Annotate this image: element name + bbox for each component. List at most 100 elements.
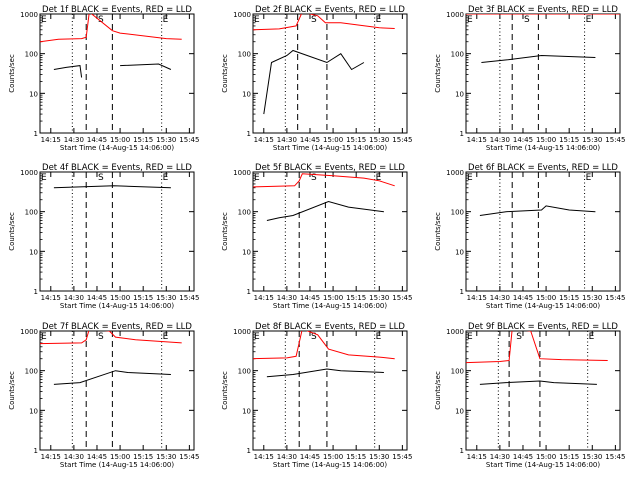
marker-label: S — [516, 332, 522, 342]
y-tick-label: 100 — [25, 51, 38, 59]
x-tick-label: 14:15 — [254, 453, 274, 461]
x-axis-label: Start Time (14-Aug-15 14:06:00) — [273, 144, 387, 152]
y-axis-label: Counts/sec — [8, 54, 16, 93]
chart-panel-2: Det 2f BLACK = Events, RED = LLD Counts/s… — [221, 5, 412, 152]
y-tick-label: 1000 — [20, 328, 38, 336]
y-tick-label: 1 — [34, 447, 38, 455]
x-axis-label: Start Time (14-Aug-15 14:06:00) — [273, 461, 387, 469]
y-tick-label: 100 — [25, 368, 38, 376]
x-tick-label: 14:30 — [64, 136, 84, 144]
y-tick-label: 1 — [460, 130, 464, 138]
x-tick-label: 15:00 — [536, 453, 556, 461]
marker-label: E — [467, 332, 473, 342]
series-line-black — [479, 205, 596, 216]
plot-frame — [252, 13, 408, 134]
x-tick-label: 14:45 — [513, 453, 533, 461]
series-line-black — [53, 370, 171, 385]
x-tick-label: 15:30 — [582, 453, 602, 461]
x-tick-label: 15:45 — [179, 453, 199, 461]
y-tick-label: 10 — [29, 248, 38, 256]
y-axis-label: Counts/sec — [434, 212, 442, 251]
x-axis-label: Start Time (14-Aug-15 14:06:00) — [486, 461, 600, 469]
y-tick-label: 1 — [247, 130, 251, 138]
chart-title: Det 3f BLACK = Events, RED = LLD — [468, 5, 618, 15]
y-tick-label: 100 — [238, 368, 251, 376]
marker-label: E — [376, 15, 382, 25]
x-tick-label: 15:00 — [536, 294, 556, 302]
y-tick-label: 1000 — [20, 169, 38, 177]
x-axis-label: Start Time (14-Aug-15 14:06:00) — [60, 461, 174, 469]
y-axis-label: Counts/sec — [221, 54, 229, 93]
series-line-black — [266, 200, 384, 221]
plot-frame — [465, 330, 621, 451]
marker-label: S — [311, 173, 317, 183]
x-tick-label: 15:30 — [582, 136, 602, 144]
x-tick-label: 15:45 — [179, 294, 199, 302]
x-tick-label: 14:15 — [254, 136, 274, 144]
y-tick-label: 10 — [455, 407, 464, 415]
marker-label: E — [376, 173, 382, 183]
x-axis-label: Start Time (14-Aug-15 14:06:00) — [60, 302, 174, 310]
x-tick-label: 15:15 — [559, 294, 579, 302]
x-tick-label: 15:30 — [369, 294, 389, 302]
x-tick-label: 14:15 — [41, 136, 61, 144]
x-tick-label: 14:30 — [490, 294, 510, 302]
x-tick-label: 14:15 — [467, 294, 487, 302]
series-line-red — [253, 331, 395, 360]
y-axis-label: Counts/sec — [221, 212, 229, 251]
y-axis-label: Counts/sec — [8, 371, 16, 410]
chart-title: Det 2f BLACK = Events, RED = LLD — [255, 5, 405, 15]
y-tick-label: 1 — [34, 288, 38, 296]
x-tick-label: 14:45 — [87, 453, 107, 461]
y-tick-label: 1000 — [20, 11, 38, 19]
x-tick-label: 14:15 — [254, 294, 274, 302]
marker-label: E — [163, 15, 169, 25]
marker-label: E — [376, 332, 382, 342]
chart-title: Det 1f BLACK = Events, RED = LLD — [42, 5, 192, 15]
marker-label: S — [98, 173, 104, 183]
x-tick-label: 15:00 — [110, 453, 130, 461]
marker-label: E — [41, 332, 47, 342]
x-tick-label: 15:15 — [133, 453, 153, 461]
chart-panel-3: Det 3f BLACK = Events, RED = LLD Counts/s… — [434, 5, 625, 152]
marker-label: S — [524, 15, 530, 25]
x-tick-label: 14:45 — [513, 136, 533, 144]
plot-frame — [465, 171, 621, 292]
x-tick-label: 14:30 — [277, 453, 297, 461]
series-line-black — [120, 63, 172, 70]
marker-label: E — [163, 173, 169, 183]
y-axis-label: Counts/sec — [221, 371, 229, 410]
chart-panel-9: Det 9f BLACK = Events, RED = LLD Counts/s… — [434, 322, 625, 469]
y-tick-label: 100 — [238, 209, 251, 217]
y-tick-label: 1 — [460, 447, 464, 455]
y-tick-label: 10 — [455, 248, 464, 256]
x-axis-label: Start Time (14-Aug-15 14:06:00) — [273, 302, 387, 310]
marker-label: S — [311, 332, 317, 342]
chart-panel-4: Det 4f BLACK = Events, RED = LLD Counts/s… — [8, 163, 199, 310]
chart-title: Det 6f BLACK = Events, RED = LLD — [468, 163, 618, 173]
x-tick-label: 14:30 — [277, 294, 297, 302]
marker-label: E — [254, 15, 260, 25]
plot-frame — [39, 171, 195, 292]
chart-title: Det 5f BLACK = Events, RED = LLD — [255, 163, 405, 173]
x-axis-label: Start Time (14-Aug-15 14:06:00) — [486, 302, 600, 310]
plot-frame — [252, 330, 408, 451]
x-tick-label: 15:45 — [605, 453, 625, 461]
x-tick-label: 14:30 — [277, 136, 297, 144]
series-line-red — [253, 14, 395, 31]
y-tick-label: 1 — [247, 447, 251, 455]
marker-label: E — [467, 173, 473, 183]
x-tick-label: 15:30 — [156, 294, 176, 302]
marker-label: E — [467, 15, 473, 25]
chart-title: Det 7f BLACK = Events, RED = LLD — [42, 322, 192, 332]
x-tick-label: 14:45 — [300, 453, 320, 461]
y-tick-label: 10 — [29, 407, 38, 415]
y-tick-label: 1000 — [446, 169, 464, 177]
series-line-red — [253, 173, 395, 188]
chart-panel-1: Det 1f BLACK = Events, RED = LLD Counts/s… — [8, 5, 199, 152]
y-tick-label: 1000 — [446, 11, 464, 19]
y-tick-label: 10 — [242, 407, 251, 415]
x-axis-label: Start Time (14-Aug-15 14:06:00) — [486, 144, 600, 152]
y-tick-label: 1 — [34, 130, 38, 138]
